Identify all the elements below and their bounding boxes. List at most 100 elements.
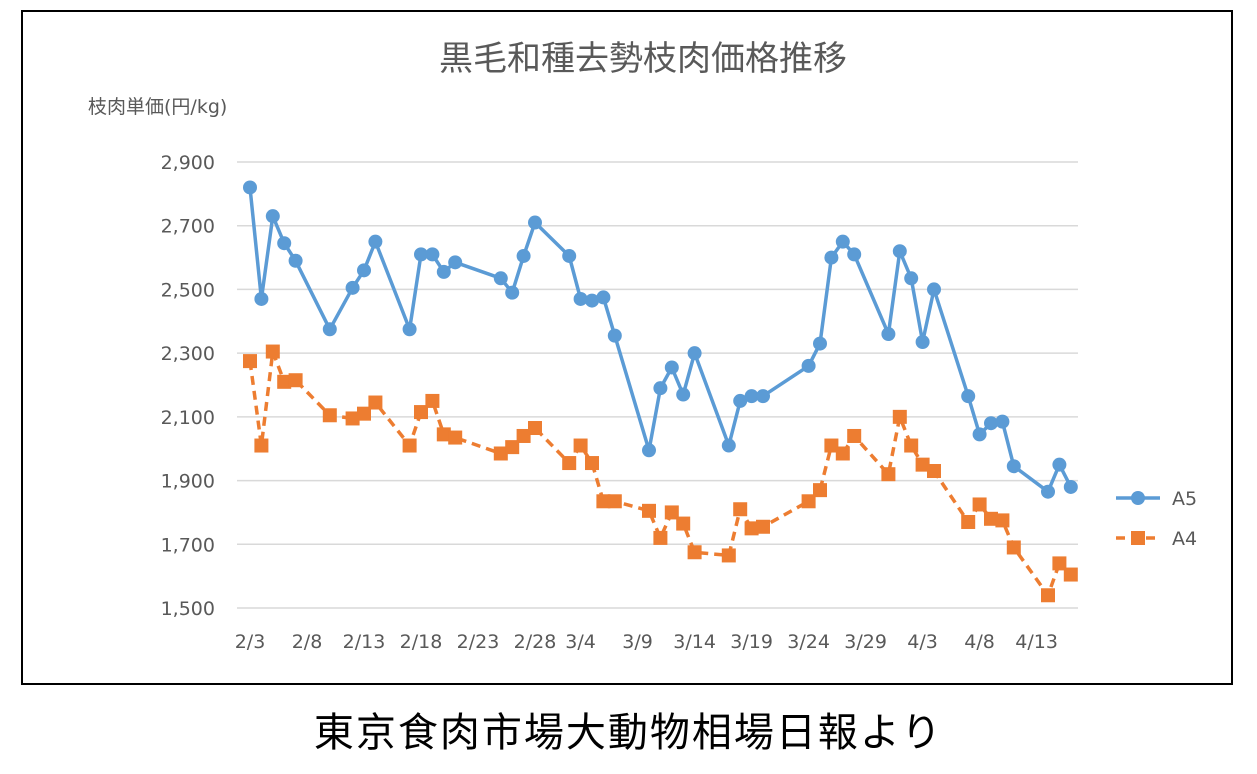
x-tick-label: 4/8 — [964, 631, 995, 653]
data-point-a5 — [493, 271, 508, 286]
data-point-a5 — [813, 336, 827, 351]
data-point-a4 — [835, 446, 850, 461]
x-tick-label: 2/8 — [292, 631, 323, 653]
data-point-a4 — [243, 354, 257, 369]
data-point-a5 — [345, 280, 360, 295]
x-tick-label: 2/28 — [514, 631, 557, 653]
data-point-a5 — [1041, 484, 1055, 499]
data-point-a5 — [881, 327, 896, 342]
data-point-a4 — [402, 438, 417, 453]
data-point-a5 — [288, 253, 303, 268]
data-point-a4 — [573, 438, 588, 453]
data-point-a4 — [801, 494, 816, 509]
data-point-a5 — [243, 180, 257, 195]
data-point-a5 — [516, 248, 531, 263]
data-point-a5 — [357, 263, 371, 278]
data-point-a4 — [642, 503, 656, 518]
data-point-a5 — [596, 290, 611, 305]
data-point-a5 — [414, 247, 428, 262]
x-tick-label: 3/4 — [565, 631, 596, 653]
data-point-a5 — [721, 438, 736, 453]
data-point-a5 — [653, 381, 668, 396]
x-tick-label: 2/13 — [343, 631, 386, 653]
data-point-a4 — [448, 430, 463, 445]
data-point-a5 — [505, 285, 520, 300]
data-point-a5 — [585, 293, 599, 308]
data-point-a4 — [824, 438, 839, 453]
data-point-a4 — [915, 457, 930, 472]
data-point-a4 — [436, 427, 451, 442]
legend-label-a4: A4 — [1172, 528, 1197, 550]
data-point-a5 — [436, 264, 451, 279]
data-point-a5 — [254, 291, 269, 306]
data-point-a5 — [607, 328, 622, 343]
legend-marker-a5 — [1131, 491, 1145, 505]
data-point-a5 — [824, 250, 839, 265]
x-tick-label: 3/14 — [673, 631, 716, 653]
source-note: 東京食肉市場大動物相場日報より — [313, 710, 944, 756]
legend-label-a5: A5 — [1172, 488, 1197, 510]
x-tick-label: 2/3 — [235, 631, 266, 653]
data-point-a5 — [756, 389, 770, 404]
data-point-a4 — [254, 438, 269, 453]
data-point-a4 — [596, 494, 611, 509]
data-point-a5 — [733, 393, 748, 408]
data-point-a5 — [892, 244, 907, 259]
x-tick-label: 3/29 — [844, 631, 887, 653]
data-point-a4 — [927, 464, 941, 479]
y-tick-label: 2,900 — [161, 152, 215, 174]
data-point-a5 — [642, 443, 656, 458]
data-point-a4 — [653, 530, 668, 545]
data-point-a4 — [664, 505, 679, 520]
data-point-a4 — [721, 548, 736, 563]
data-point-a5 — [1063, 479, 1078, 494]
data-point-a5 — [402, 322, 417, 337]
y-tick-label: 1,900 — [161, 471, 215, 493]
x-tick-label: 2/23 — [457, 631, 500, 653]
y-tick-label: 2,300 — [161, 343, 215, 365]
data-point-a5 — [801, 358, 816, 373]
data-point-a4 — [265, 344, 280, 359]
data-point-a5 — [528, 215, 542, 230]
data-point-a4 — [345, 411, 360, 426]
series-line-a5 — [248, 187, 1073, 494]
y-tick-label: 2,500 — [161, 279, 215, 301]
data-point-a5 — [984, 416, 998, 431]
data-point-a4 — [1052, 556, 1067, 571]
y-axis-label: 枝肉単価(円/kg) — [88, 96, 227, 118]
data-point-a5 — [448, 255, 463, 270]
data-point-a4 — [847, 428, 862, 443]
data-point-a4 — [995, 513, 1010, 528]
data-point-a4 — [961, 514, 976, 529]
data-point-a5 — [904, 271, 919, 286]
data-point-a4 — [984, 511, 998, 526]
x-tick-label: 4/13 — [1015, 631, 1058, 653]
data-point-a4 — [368, 395, 383, 410]
y-tick-label: 1,500 — [161, 598, 215, 620]
data-point-a5 — [927, 282, 941, 297]
data-point-a4 — [904, 438, 919, 453]
data-point-a5 — [265, 209, 280, 224]
data-point-a5 — [835, 234, 850, 249]
data-point-a5 — [744, 389, 759, 404]
data-point-a4 — [322, 408, 337, 423]
data-point-a4 — [425, 393, 440, 408]
data-point-a4 — [516, 428, 531, 443]
data-point-a5 — [1052, 457, 1067, 472]
legend-marker-a4 — [1131, 531, 1145, 545]
data-point-a4 — [607, 494, 622, 509]
data-point-a5 — [915, 334, 930, 349]
data-point-a5 — [676, 387, 691, 402]
data-point-a5 — [425, 247, 440, 262]
data-point-a4 — [288, 373, 303, 388]
data-point-a4 — [972, 497, 987, 512]
data-point-a5 — [368, 234, 383, 249]
data-point-a5 — [847, 247, 862, 262]
data-point-a4 — [562, 456, 577, 471]
data-point-a4 — [813, 483, 827, 498]
data-point-a4 — [687, 545, 702, 560]
data-point-a4 — [733, 502, 748, 517]
data-point-a5 — [562, 248, 577, 263]
data-point-a4 — [676, 516, 691, 531]
